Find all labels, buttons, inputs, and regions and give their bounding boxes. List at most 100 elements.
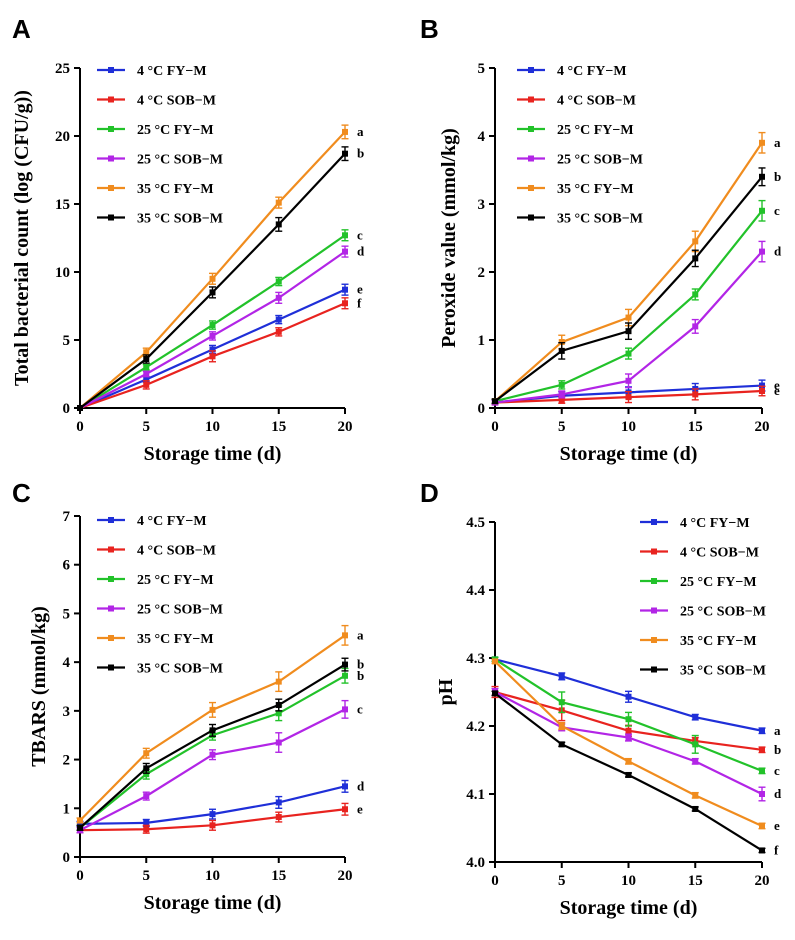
legend-swatch-marker: [528, 126, 534, 132]
data-point: [342, 300, 348, 307]
y-tick-label: 4.3: [466, 651, 485, 667]
data-point: [275, 221, 282, 228]
legend-label: 25 °C SOB−M: [137, 603, 223, 618]
data-point: [342, 672, 348, 679]
series-3: d: [77, 244, 365, 411]
legend-swatch-marker: [108, 605, 114, 612]
legend-item: 35 °C FY−M: [640, 634, 757, 649]
x-tick-label: 5: [558, 873, 566, 889]
data-point: [759, 388, 765, 394]
legend-label: 25 °C FY−M: [680, 575, 757, 590]
data-point: [558, 391, 565, 398]
series-4: a: [491, 131, 781, 405]
legend-swatch-marker: [651, 607, 657, 614]
y-tick-label: 0: [63, 850, 71, 866]
y-tick-label: 1: [63, 801, 71, 817]
x-axis-title: Storage time (d): [560, 443, 698, 465]
y-axis-title: pH: [435, 678, 457, 705]
legend-item: 35 °C FY−M: [97, 632, 214, 647]
data-point: [692, 741, 699, 748]
significance-letter: f: [774, 842, 779, 857]
data-point: [143, 381, 150, 388]
data-point: [342, 232, 348, 239]
data-point: [558, 673, 565, 680]
y-tick-label: 5: [478, 61, 486, 77]
data-point: [692, 291, 699, 298]
series-2: c: [491, 199, 780, 405]
significance-letter: e: [357, 801, 363, 816]
data-point: [692, 255, 699, 262]
legend-label: 4 °C SOB−M: [137, 544, 216, 559]
y-axis-title: Total bacterial count (log (CFU/g)): [11, 90, 33, 386]
significance-letter: c: [774, 203, 780, 218]
legend-swatch-marker: [528, 155, 534, 162]
legend-swatch-marker: [108, 185, 114, 191]
series-line: [79, 131, 346, 409]
series-3: d: [491, 687, 782, 802]
legend-swatch-marker: [651, 637, 657, 643]
significance-letter: b: [357, 668, 364, 683]
data-point: [558, 347, 565, 354]
x-tick-label: 15: [688, 419, 703, 435]
legend-item: 25 °C SOB−M: [97, 603, 223, 618]
legend-label: 25 °C FY−M: [137, 123, 214, 138]
y-tick-label: 4.4: [466, 583, 485, 599]
legend-item: 35 °C SOB−M: [517, 212, 643, 227]
data-point: [209, 353, 216, 360]
data-point: [625, 716, 632, 723]
significance-letter: d: [774, 786, 782, 801]
data-point: [342, 248, 348, 255]
data-point: [492, 658, 498, 665]
data-point: [275, 799, 282, 806]
data-point: [275, 199, 282, 206]
legend-label: 25 °C SOB−M: [680, 605, 766, 620]
series-4: a: [76, 624, 364, 824]
legend-swatch-marker: [108, 126, 114, 132]
y-tick-label: 3: [63, 704, 71, 720]
data-point: [558, 699, 565, 706]
legend-label: 35 °C SOB−M: [680, 664, 766, 679]
legend-swatch-marker: [108, 67, 114, 73]
series-5: f: [491, 690, 779, 857]
data-point: [209, 346, 216, 353]
data-point: [275, 814, 282, 821]
data-point: [77, 824, 83, 831]
x-tick-label: 15: [271, 419, 286, 435]
data-point: [275, 328, 282, 335]
legend-label: 25 °C FY−M: [137, 573, 214, 588]
data-point: [692, 391, 699, 398]
y-tick-label: 4: [63, 655, 71, 671]
significance-letter: b: [357, 146, 364, 161]
data-point: [625, 693, 632, 700]
series-line: [494, 691, 763, 795]
significance-letter: e: [357, 282, 363, 297]
series-0: d: [76, 778, 365, 828]
y-axis-title: Peroxide value (mmol/kg): [438, 128, 460, 348]
data-point: [692, 238, 699, 245]
data-point: [143, 349, 150, 356]
data-point: [209, 811, 216, 818]
legend-swatch-marker: [651, 578, 657, 584]
data-point: [77, 405, 83, 411]
legend-label: 4 °C FY−M: [137, 514, 207, 529]
x-tick-label: 20: [755, 419, 770, 435]
x-tick-label: 20: [755, 873, 770, 889]
x-tick-label: 5: [143, 419, 151, 435]
legend-swatch-marker: [651, 548, 657, 555]
data-point: [342, 783, 348, 790]
y-tick-label: 4.1: [466, 787, 485, 803]
legend-label: 25 °C SOB−M: [137, 153, 223, 168]
legend-swatch-marker: [108, 576, 114, 582]
significance-letter: d: [774, 244, 782, 259]
legend-swatch-marker: [651, 519, 657, 525]
data-point: [625, 314, 632, 321]
series-2: b: [76, 667, 364, 831]
legend-swatch-marker: [651, 666, 657, 673]
legend-label: 35 °C SOB−M: [137, 212, 223, 227]
data-point: [275, 702, 282, 709]
y-tick-label: 10: [55, 265, 70, 281]
x-tick-label: 0: [76, 419, 84, 435]
y-tick-label: 0: [478, 401, 486, 417]
legend-swatch-marker: [528, 67, 534, 73]
legend-item: 4 °C FY−M: [517, 64, 627, 79]
